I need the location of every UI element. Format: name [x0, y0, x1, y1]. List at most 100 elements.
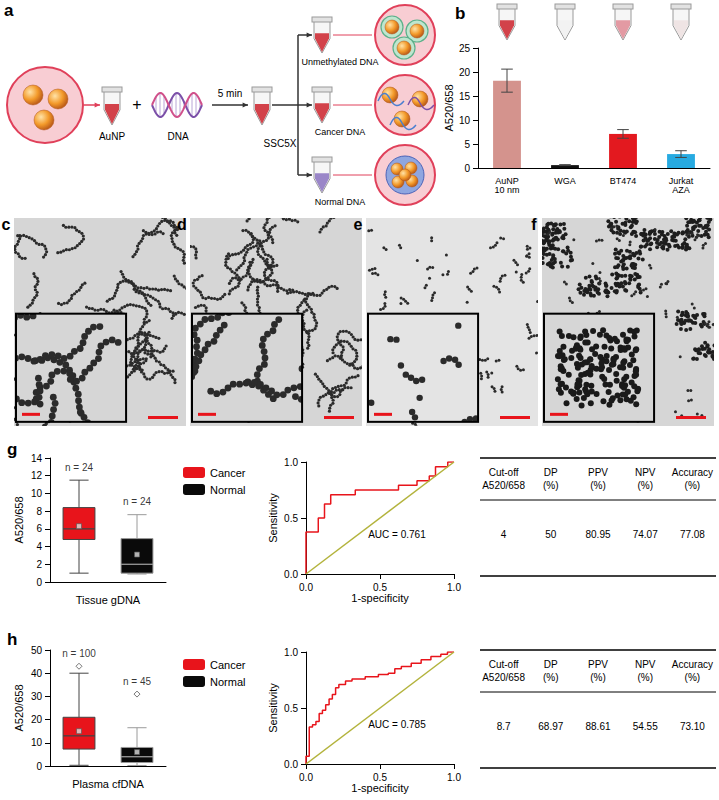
- svg-text:Cancer: Cancer: [210, 659, 246, 671]
- svg-text:2: 2: [36, 559, 42, 570]
- svg-text:0.5: 0.5: [284, 513, 298, 524]
- svg-text:b: b: [455, 4, 465, 23]
- svg-text:+: +: [132, 96, 141, 113]
- svg-text:0.0: 0.0: [284, 759, 298, 770]
- svg-text:1-specificity: 1-specificity: [351, 592, 409, 604]
- svg-text:n = 45: n = 45: [123, 676, 152, 687]
- svg-text:1.0: 1.0: [447, 582, 461, 593]
- svg-text:1.0: 1.0: [284, 647, 298, 658]
- svg-text:(%): (%): [685, 480, 701, 491]
- svg-text:4: 4: [501, 529, 507, 540]
- svg-text:A520/658: A520/658: [443, 84, 455, 131]
- svg-text:(%): (%): [590, 480, 606, 491]
- svg-text:PPV: PPV: [588, 659, 608, 670]
- svg-text:BT474: BT474: [610, 176, 637, 186]
- svg-text:(%): (%): [685, 672, 701, 683]
- svg-text:4: 4: [36, 541, 42, 552]
- svg-text:30: 30: [31, 691, 43, 702]
- svg-text:88.61: 88.61: [585, 721, 610, 732]
- svg-text:AZA: AZA: [672, 185, 690, 195]
- svg-text:WGA: WGA: [554, 176, 576, 186]
- svg-text:Cut-off: Cut-off: [489, 467, 519, 478]
- svg-text:DP: DP: [544, 659, 558, 670]
- svg-text:Unmethylated DNA: Unmethylated DNA: [301, 57, 378, 67]
- svg-text:73.10: 73.10: [680, 721, 705, 732]
- svg-text:h: h: [7, 630, 17, 649]
- svg-text:n = 24: n = 24: [123, 496, 152, 507]
- svg-text:0.5: 0.5: [284, 703, 298, 714]
- svg-text:0.0: 0.0: [299, 582, 313, 593]
- svg-text:77.08: 77.08: [680, 529, 705, 540]
- svg-text:d: d: [177, 216, 187, 233]
- svg-text:68.97: 68.97: [538, 721, 563, 732]
- svg-text:12: 12: [31, 470, 43, 481]
- svg-text:6: 6: [36, 523, 42, 534]
- svg-text:Normal: Normal: [210, 484, 245, 496]
- svg-text:10: 10: [31, 737, 43, 748]
- svg-text:1-specificity: 1-specificity: [351, 782, 409, 794]
- svg-text:DNA: DNA: [167, 131, 188, 142]
- svg-text:0: 0: [464, 163, 470, 174]
- svg-text:1.0: 1.0: [284, 457, 298, 468]
- svg-text:5: 5: [464, 139, 470, 150]
- svg-text:Accuracy: Accuracy: [672, 467, 713, 478]
- svg-text:c: c: [2, 216, 11, 233]
- svg-text:50: 50: [545, 529, 557, 540]
- svg-text:n = 24: n = 24: [65, 462, 94, 473]
- svg-text:Cancer: Cancer: [210, 467, 246, 479]
- svg-text:40: 40: [31, 668, 43, 679]
- svg-text:Accuracy: Accuracy: [672, 659, 713, 670]
- svg-text:NPV: NPV: [635, 467, 656, 478]
- svg-text:(%): (%): [543, 672, 559, 683]
- svg-text:Cut-off: Cut-off: [489, 659, 519, 670]
- svg-text:PPV: PPV: [588, 467, 608, 478]
- svg-text:0.0: 0.0: [299, 772, 313, 783]
- svg-text:n = 100: n = 100: [62, 648, 96, 659]
- svg-text:A520/658: A520/658: [482, 672, 525, 683]
- svg-text:8.7: 8.7: [497, 721, 511, 732]
- svg-text:A520/658: A520/658: [13, 684, 25, 731]
- svg-text:Cancer DNA: Cancer DNA: [315, 127, 366, 137]
- svg-text:50: 50: [31, 645, 43, 656]
- svg-text:NPV: NPV: [635, 659, 656, 670]
- svg-text:10: 10: [31, 488, 43, 499]
- svg-text:g: g: [7, 440, 17, 459]
- svg-text:8: 8: [36, 506, 42, 517]
- svg-text:e: e: [354, 216, 363, 233]
- svg-text:DP: DP: [544, 467, 558, 478]
- svg-text:Normal DNA: Normal DNA: [315, 197, 366, 207]
- svg-text:0: 0: [36, 577, 42, 588]
- svg-text:0: 0: [36, 761, 42, 772]
- svg-text:(%): (%): [590, 672, 606, 683]
- svg-text:AuNP: AuNP: [99, 131, 125, 142]
- svg-text:A520/658: A520/658: [482, 480, 525, 491]
- svg-text:(%): (%): [637, 480, 653, 491]
- svg-text:10: 10: [459, 115, 471, 126]
- svg-text:Sensitivity: Sensitivity: [267, 493, 279, 543]
- svg-text:20: 20: [459, 67, 471, 78]
- svg-text:SSC5X: SSC5X: [264, 138, 297, 149]
- svg-text:80.95: 80.95: [585, 529, 610, 540]
- svg-text:15: 15: [459, 91, 471, 102]
- svg-text:10 nm: 10 nm: [494, 185, 519, 195]
- svg-text:0.0: 0.0: [284, 569, 298, 580]
- svg-text:Normal: Normal: [210, 676, 245, 688]
- svg-text:A520/658: A520/658: [13, 496, 25, 543]
- svg-text:a: a: [4, 1, 14, 20]
- svg-text:Plasma cfDNA: Plasma cfDNA: [72, 778, 144, 790]
- svg-text:AUC = 0.785: AUC = 0.785: [368, 719, 426, 730]
- svg-text:5 min: 5 min: [218, 88, 242, 99]
- svg-text:(%): (%): [543, 480, 559, 491]
- svg-text:f: f: [531, 216, 537, 233]
- svg-text:1.0: 1.0: [447, 772, 461, 783]
- svg-text:0.5: 0.5: [373, 582, 387, 593]
- svg-text:25: 25: [459, 43, 471, 54]
- svg-text:14: 14: [31, 453, 43, 464]
- svg-text:0.5: 0.5: [373, 772, 387, 783]
- svg-text:20: 20: [31, 714, 43, 725]
- svg-text:74.07: 74.07: [633, 529, 658, 540]
- svg-text:Sensitivity: Sensitivity: [267, 683, 279, 733]
- svg-text:(%): (%): [637, 672, 653, 683]
- svg-text:Tissue gDNA: Tissue gDNA: [76, 594, 141, 606]
- svg-text:54.55: 54.55: [633, 721, 658, 732]
